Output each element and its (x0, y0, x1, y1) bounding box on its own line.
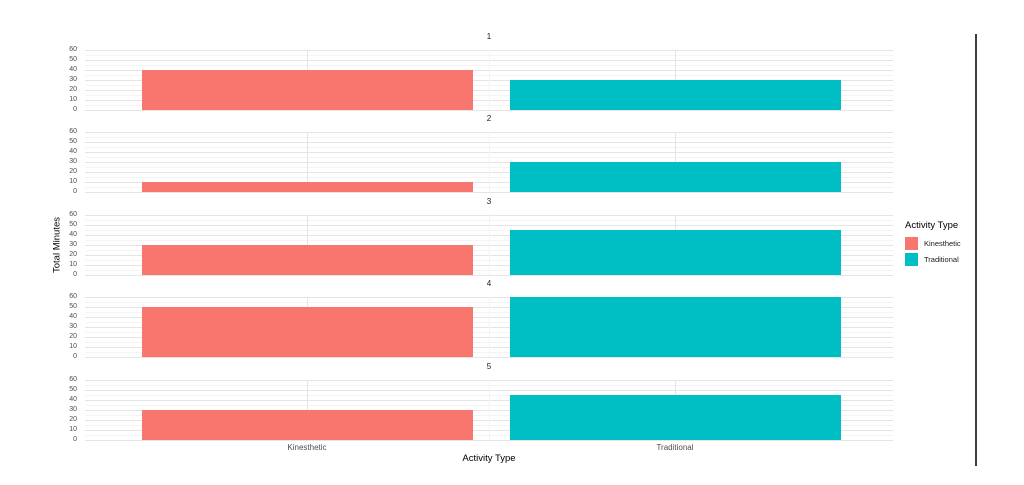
y-axis-tick-label: 0 (73, 353, 77, 360)
legend-title: Activity Type (905, 220, 959, 231)
y-axis-tick-label: 20 (69, 168, 77, 175)
facet-panel (85, 297, 893, 358)
bar-kinesthetic (141, 245, 473, 275)
facet-strip-label: 3 (486, 197, 492, 206)
facet-panel (85, 50, 893, 111)
y-axis-tick-label: 30 (69, 406, 77, 413)
kinesthetic-color-swatch (905, 237, 918, 250)
y-axis-tick-label: 30 (69, 323, 77, 330)
facet-strip-label: 5 (486, 362, 492, 371)
x-axis-tick-label: Traditional (656, 443, 694, 452)
bar-traditional (509, 162, 841, 192)
facet-panel (85, 380, 893, 441)
major-gridline (85, 357, 893, 358)
minor-gridline-vertical (489, 50, 490, 110)
y-axis-tick-label: 20 (69, 416, 77, 423)
y-axis-tick-label: 20 (69, 333, 77, 340)
y-axis-tick-label: 60 (69, 211, 77, 218)
major-gridline (85, 192, 893, 193)
minor-gridline-vertical (489, 380, 490, 440)
y-axis-tick-label: 60 (69, 46, 77, 53)
facet-strip-label: 4 (486, 279, 492, 288)
legend-items: Kinesthetic Traditional (905, 237, 961, 266)
y-axis-tick-label: 0 (73, 188, 77, 195)
y-axis-tick-label: 50 (69, 386, 77, 393)
y-axis-tick-label: 10 (69, 426, 77, 433)
y-axis-tick-label: 50 (69, 56, 77, 63)
major-gridline (85, 440, 893, 441)
y-axis-tick-label: 50 (69, 303, 77, 310)
minor-gridline-vertical (489, 297, 490, 357)
facet-strip-label: 2 (486, 114, 492, 123)
legend-item: Traditional (905, 253, 961, 266)
traditional-color-swatch (905, 253, 918, 266)
x-axis-tick-label: Kinesthetic (287, 443, 327, 452)
bar-kinesthetic (141, 307, 473, 357)
legend: Activity Type Kinesthetic Traditional (905, 220, 961, 269)
y-axis-tick-label: 0 (73, 271, 77, 278)
y-axis-tick-label: 20 (69, 86, 77, 93)
bar-traditional (509, 297, 841, 357)
legend-item-label: Traditional (924, 255, 959, 264)
major-gridline (85, 110, 893, 111)
y-axis-tick-label: 40 (69, 66, 77, 73)
y-axis-tick-label: 10 (69, 96, 77, 103)
minor-gridline-vertical (489, 215, 490, 275)
x-axis-title: Activity Type (462, 453, 516, 464)
y-axis-tick-label: 60 (69, 293, 77, 300)
y-axis-tick-label: 10 (69, 178, 77, 185)
facet-panel (85, 132, 893, 193)
bar-traditional (509, 80, 841, 110)
vertical-divider-line (975, 34, 977, 466)
bar-kinesthetic (141, 182, 473, 192)
y-axis-tick-label: 40 (69, 313, 77, 320)
y-axis-tick-label: 40 (69, 231, 77, 238)
y-axis-tick-label: 10 (69, 261, 77, 268)
y-axis-tick-label: 30 (69, 241, 77, 248)
legend-item: Kinesthetic (905, 237, 961, 250)
minor-gridline-vertical (489, 132, 490, 192)
y-axis-tick-label: 0 (73, 106, 77, 113)
y-axis-tick-label: 60 (69, 128, 77, 135)
facet-strip-label: 1 (486, 32, 492, 41)
y-axis-tick-label: 20 (69, 251, 77, 258)
y-axis-tick-label: 30 (69, 76, 77, 83)
y-axis-tick-label: 40 (69, 396, 77, 403)
bar-traditional (509, 395, 841, 440)
y-axis-tick-label: 50 (69, 221, 77, 228)
y-axis-tick-label: 40 (69, 148, 77, 155)
y-axis-tick-label: 0 (73, 436, 77, 443)
legend-item-label: Kinesthetic (924, 239, 961, 248)
y-axis-tick-label: 30 (69, 158, 77, 165)
y-axis-tick-label: 60 (69, 376, 77, 383)
y-axis-tick-label: 10 (69, 343, 77, 350)
major-gridline (85, 275, 893, 276)
bar-traditional (509, 230, 841, 275)
bar-kinesthetic (141, 410, 473, 440)
bar-kinesthetic (141, 70, 473, 110)
facet-panel (85, 215, 893, 276)
y-axis-tick-label: 50 (69, 138, 77, 145)
major-gridline-vertical (307, 132, 308, 192)
